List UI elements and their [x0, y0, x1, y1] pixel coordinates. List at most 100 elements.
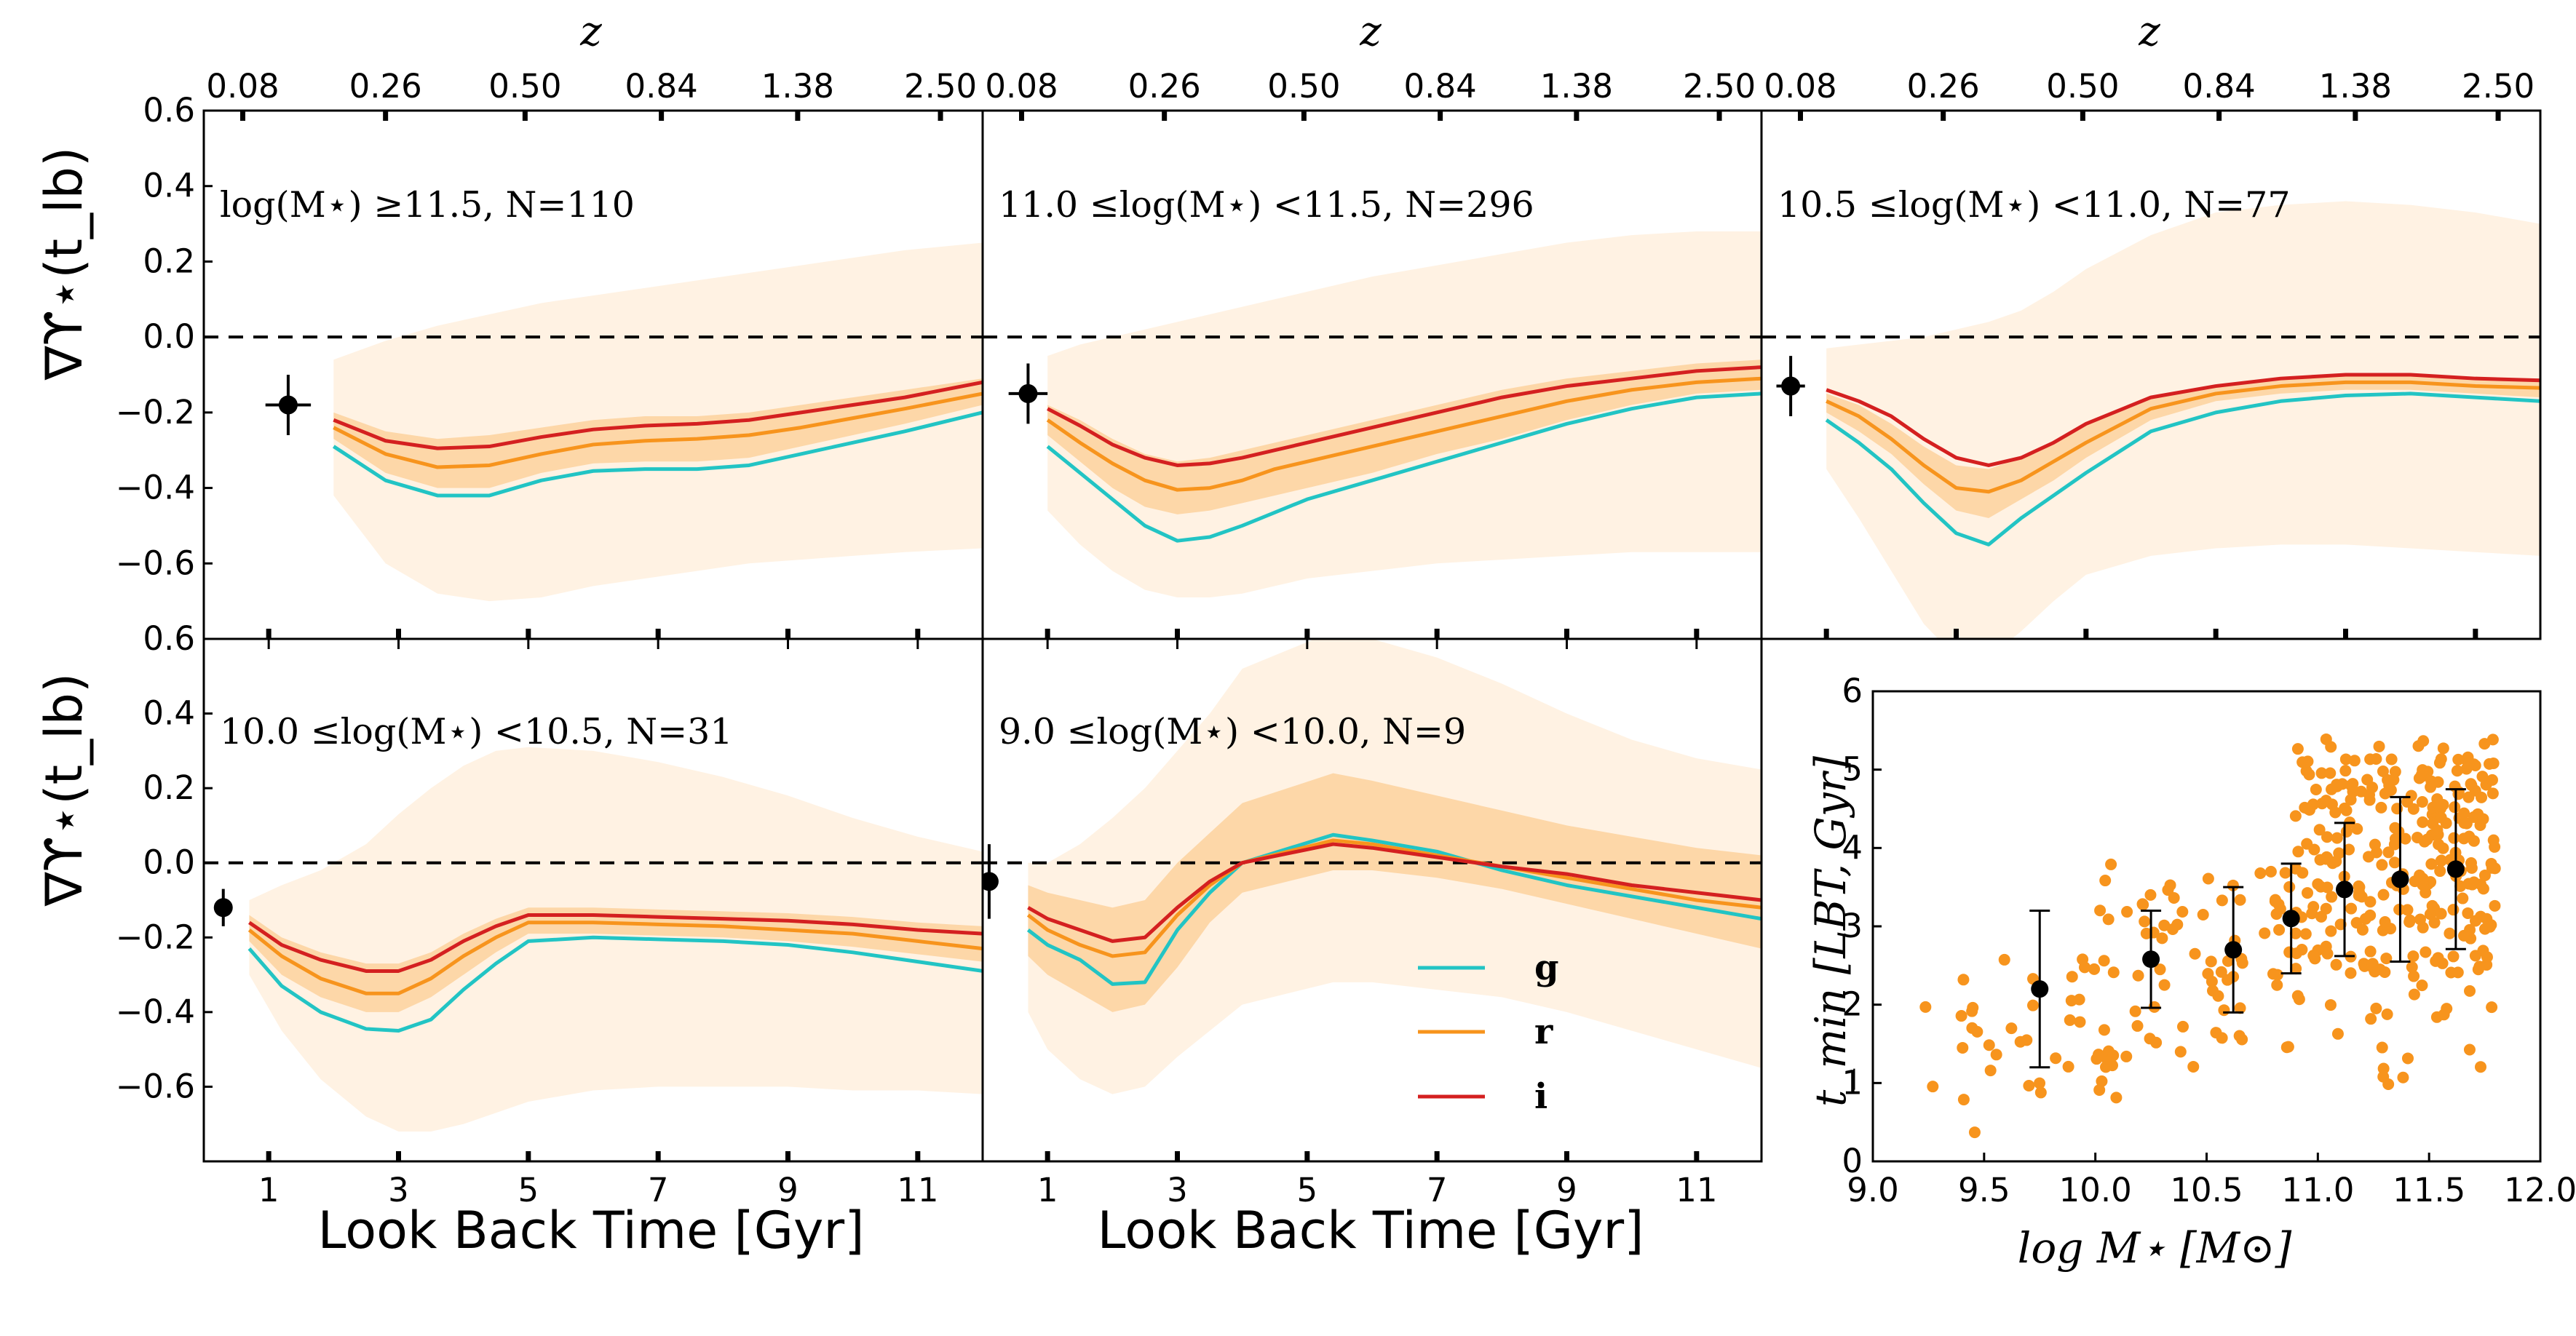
series-line-r [247, 921, 983, 995]
z-tick-label: 0.08 [206, 67, 279, 106]
scatter-point [2382, 846, 2395, 859]
scatter-x-tick-label: 9.0 [1847, 1171, 1899, 1209]
scatter-point [2451, 765, 2463, 777]
scatter-point [2313, 824, 2326, 836]
y-tick-label: 0.0 [143, 843, 195, 882]
x-tick-label: 9 [777, 1171, 798, 1209]
scatter-point [2320, 733, 2332, 745]
panel-frame [981, 637, 1763, 1163]
scatter-point [2457, 832, 2470, 845]
mean-point [2336, 880, 2354, 899]
legend: g r i [1418, 947, 1559, 1117]
scatter-point [1998, 953, 2010, 966]
series-line-g [1825, 391, 2540, 546]
scatter-point [2458, 807, 2470, 819]
scatter-point [2131, 1019, 2144, 1032]
scatter-point [2364, 896, 2377, 908]
scatter-point [2269, 895, 2281, 907]
y-tick-label: 0.6 [143, 619, 195, 658]
scatter-point [2227, 879, 2239, 891]
scatter-point [1971, 1025, 1983, 1038]
scatter-x-tick-label: 12.0 [2504, 1171, 2576, 1209]
scatter-point [2283, 880, 2296, 893]
scatter-point [2026, 999, 2039, 1011]
scatter-point [2270, 908, 2283, 921]
scatter-point [2139, 915, 2151, 928]
scatter-point [2168, 891, 2180, 904]
scatter-x-tick-label: 11.0 [2281, 1171, 2354, 1209]
scatter-point [2325, 925, 2337, 937]
y-axis-label-top: ∇ϒ⋆(t_lb) [34, 147, 94, 381]
panel-frame [1760, 109, 2542, 640]
mean-point [2142, 950, 2160, 969]
scatter-point [2353, 889, 2365, 902]
scatter-point [2417, 764, 2429, 776]
scatter-point [2308, 843, 2321, 856]
scatter-point [2320, 795, 2332, 807]
scatter-point [2414, 913, 2426, 926]
scatter-point [2329, 806, 2342, 819]
x-tick-label: 11 [897, 1171, 938, 1209]
scatter-point [2289, 810, 2302, 822]
scatter-point [2218, 1004, 2230, 1017]
scatter-point [2324, 999, 2337, 1011]
scatter-point [2437, 842, 2449, 854]
scatter-point [2189, 947, 2201, 960]
band-inner [1028, 773, 1761, 1012]
scatter-point [2452, 966, 2464, 979]
plot-area [983, 639, 1761, 1094]
band-inner [249, 907, 983, 1012]
scatter-y-tick-label: 6 [1842, 672, 1863, 710]
scatter-point [2078, 961, 2090, 974]
scatter-x-tick-label: 11.5 [2393, 1171, 2465, 1209]
scatter-point [2333, 847, 2345, 859]
scatter-point [2162, 884, 2174, 896]
scatter-point [2174, 1046, 2187, 1058]
scatter-point [2302, 887, 2314, 899]
scatter-x-tick-label: 10.5 [2170, 1171, 2243, 1209]
scatter-point [2476, 771, 2489, 783]
scatter-point [2236, 1033, 2248, 1046]
scatter-point [2206, 975, 2218, 987]
scatter-point [2302, 755, 2314, 768]
series-line-i [1826, 373, 2540, 467]
z-tick-label: 2.50 [904, 67, 977, 106]
scatter-point [2379, 916, 2391, 929]
scatter-point [2005, 1022, 2018, 1035]
scatter-point [1957, 1041, 1969, 1054]
scatter-point [2282, 1041, 2294, 1053]
scatter-point [2326, 857, 2339, 870]
scatter-point [2347, 786, 2359, 798]
scatter-point [2348, 755, 2361, 767]
scatter-point [2034, 1077, 2046, 1089]
scatter-point [2210, 1027, 2222, 1039]
scatter-point [2379, 966, 2391, 978]
scatter-point [2120, 1050, 2133, 1062]
scatter-point [2310, 784, 2322, 796]
scatter-point [2093, 1049, 2105, 1061]
scatter-point [2176, 906, 2189, 918]
scatter-point [2291, 743, 2304, 755]
scatter-point [2271, 979, 2283, 991]
scatter-point [2355, 785, 2367, 798]
scatter-point [2273, 923, 2286, 936]
y-axis-label-bottom: ∇ϒ⋆(t_lb) [34, 673, 94, 907]
scatter-point [2370, 1002, 2382, 1014]
scatter-point [2296, 944, 2308, 956]
scatter-point [2050, 1052, 2062, 1065]
scatter-point [2353, 881, 2366, 894]
scatter-point [2437, 742, 2449, 755]
scatter-point [2099, 875, 2112, 887]
scatter-point [2132, 969, 2144, 982]
scatter-point [2463, 1043, 2476, 1056]
scatter-point [2331, 832, 2343, 844]
x-tick-label: 3 [1167, 1171, 1188, 1209]
scatter-point [2475, 910, 2487, 923]
x-tick-label: 7 [648, 1171, 669, 1209]
scatter-point [2432, 952, 2444, 964]
scatter-point [2100, 1061, 2112, 1073]
scatter-point [2129, 1005, 2141, 1017]
scatter-point [2289, 927, 2302, 939]
z-tick-label: 1.38 [761, 67, 834, 106]
scatter-point [2021, 1034, 2033, 1046]
